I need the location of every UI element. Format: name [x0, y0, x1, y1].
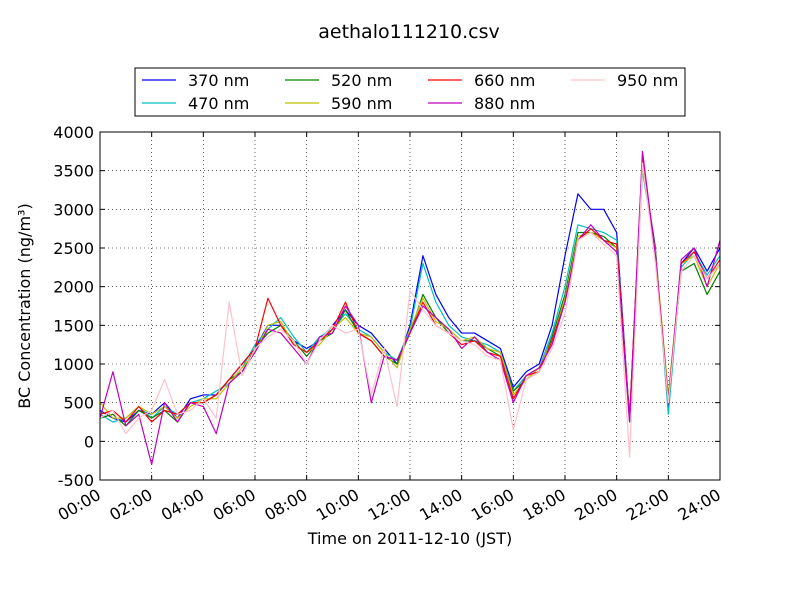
data-line: [99, 162, 721, 423]
legend-label: 660 nm: [474, 71, 535, 90]
legend-label: 950 nm: [617, 71, 678, 90]
y-tick-label: 4000: [53, 123, 94, 142]
data-line: [99, 162, 721, 458]
legend-label: 880 nm: [474, 94, 535, 113]
y-tick-label: 2000: [53, 278, 94, 297]
data-line: [99, 150, 721, 466]
y-tick-label: 3000: [53, 200, 94, 219]
legend-label: 470 nm: [188, 94, 249, 113]
plot-frame: [99, 131, 721, 481]
legend-label: 370 nm: [188, 71, 249, 90]
y-tick-label: -500: [58, 471, 94, 490]
legend-label: 590 nm: [331, 94, 392, 113]
y-tick-label: 3500: [53, 162, 94, 181]
legend-box: [134, 67, 686, 117]
y-tick-label: 2500: [53, 239, 94, 258]
y-tick-label: 0: [84, 432, 94, 451]
legend-label: 520 nm: [331, 71, 392, 90]
legend: 370 nm 470 nm 520 nm 590 nm 660 nm 880 nm 950 …: [134, 67, 686, 117]
y-tick-label: 1500: [53, 316, 94, 335]
x-axis-label: Time on 2011-12-10 (JST): [307, 529, 512, 548]
chart-title: aethalo111210.csv: [318, 21, 500, 43]
y-tick-label: 1000: [53, 355, 94, 374]
y-axis-label: BC Concentration (ng/m³): [15, 203, 34, 408]
y-tick-label: 500: [63, 394, 94, 413]
